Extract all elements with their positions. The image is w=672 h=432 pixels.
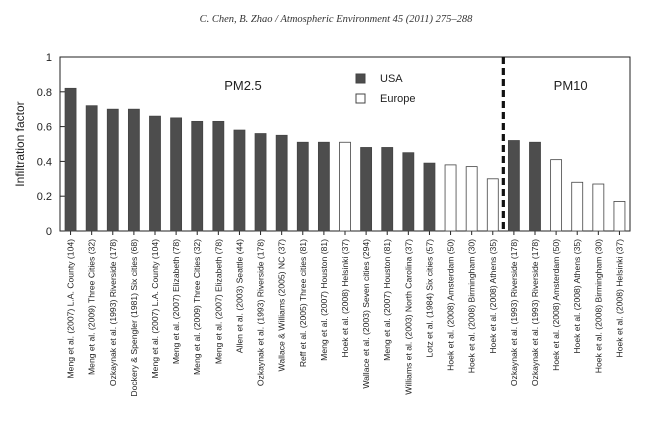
bar bbox=[423, 162, 436, 232]
journal-header: C. Chen, B. Zhao / Atmospheric Environme… bbox=[199, 14, 473, 25]
category-label: Meng et al. (2007) Houston (81) bbox=[319, 239, 329, 361]
y-tick-label: 0.8 bbox=[37, 87, 52, 99]
y-tick-label: 0 bbox=[46, 226, 52, 238]
category-label: Hoek et al. (2008) Helsinki (37) bbox=[614, 239, 624, 358]
bar bbox=[317, 141, 330, 232]
category-label: Williams et al. (2003) North Carolina (3… bbox=[403, 239, 413, 395]
bar bbox=[170, 117, 183, 232]
category-label: Meng et al. (2007) Houston (81) bbox=[382, 239, 392, 361]
y-tick-label: 0.2 bbox=[37, 191, 52, 203]
bar bbox=[465, 166, 478, 232]
category-label: Hoek et al. (2008) Amsterdam (50) bbox=[446, 239, 456, 371]
bar bbox=[64, 87, 77, 232]
category-label: Allen et al. (2003) Seattle (44) bbox=[234, 239, 244, 353]
bar bbox=[254, 133, 267, 232]
bar bbox=[233, 129, 246, 232]
bar bbox=[571, 181, 584, 232]
category-label: Wallace et al. (2003) Seven cities (294) bbox=[361, 239, 371, 389]
legend-swatch-europe bbox=[355, 93, 366, 104]
region-label-pm10: PM10 bbox=[554, 78, 588, 93]
bar bbox=[529, 141, 541, 232]
category-label: Hoek et al. (2008) Amsterdam (50) bbox=[551, 239, 561, 371]
bar bbox=[149, 115, 161, 232]
bar bbox=[106, 108, 119, 232]
bar bbox=[486, 178, 499, 232]
region-label-pm25: PM2.5 bbox=[224, 78, 262, 93]
category-label: Hoek et al. (2008) Birmingham (30) bbox=[467, 239, 477, 373]
y-axis-label: Infiltration factor bbox=[13, 101, 27, 186]
category-label: Ozkaynak et al. (1993) Riverside (178) bbox=[509, 239, 519, 386]
y-tick-label: 0.4 bbox=[37, 156, 52, 168]
bar bbox=[444, 164, 457, 232]
bar bbox=[360, 147, 373, 232]
bar bbox=[296, 141, 309, 232]
category-label: Ozkaynak et al. (1993) Riverside (178) bbox=[108, 239, 118, 386]
category-label: Lotz et al. (1984) Six cities (57) bbox=[424, 239, 434, 358]
category-label: Hoek et al. (2008) Birmingham (30) bbox=[593, 239, 603, 373]
category-label: Ozkaynak et al. (1993) Riverside (178) bbox=[530, 239, 540, 386]
legend-label-usa: USA bbox=[380, 73, 403, 85]
category-label: Ozkaynak et al. (1993) Riverside (178) bbox=[256, 239, 266, 386]
y-tick-label: 0.6 bbox=[37, 122, 52, 134]
category-label: Wallace & Williams (2005) NC (37) bbox=[277, 239, 287, 372]
category-label: Meng et al. (2007) L.A. County (104) bbox=[150, 239, 160, 379]
category-label: Reff et al. (2005) Three cities (81) bbox=[298, 239, 308, 367]
category-labels: Meng et al. (2007) L.A. County (104) Meng… bbox=[66, 239, 625, 397]
category-label: Meng et al. (2007) Elizabeth (78) bbox=[171, 239, 181, 364]
bar bbox=[402, 152, 415, 232]
bar bbox=[191, 120, 204, 232]
chart-frame: 0 0.2 0.4 0.6 0.8 1 bbox=[37, 52, 631, 238]
category-label: Dockery & Spengler (1981) Six cities (68… bbox=[129, 239, 139, 397]
legend-swatch-usa bbox=[355, 73, 366, 84]
category-label: Meng et al. (2009) Three Cities (32) bbox=[192, 239, 202, 375]
category-label: Hoek et al. (2008) Athens (35) bbox=[488, 239, 498, 354]
category-label: Hoek et al. (2008) Athens (35) bbox=[572, 239, 582, 354]
y-tick-label: 1 bbox=[46, 52, 52, 64]
bar bbox=[275, 134, 288, 232]
legend-label-europe: Europe bbox=[380, 93, 415, 105]
category-label: Meng et al. (2009) Three Cities (32) bbox=[87, 239, 97, 375]
bars bbox=[64, 87, 626, 232]
bar bbox=[339, 141, 351, 232]
bar bbox=[127, 108, 140, 232]
bar bbox=[613, 201, 626, 232]
category-label: Hoek et al. (2008) Helsinki (37) bbox=[340, 239, 350, 358]
bar bbox=[85, 105, 98, 232]
bar bbox=[507, 140, 520, 232]
category-label: Meng et al. (2007) Elizabeth (78) bbox=[213, 239, 223, 364]
bar bbox=[212, 120, 225, 232]
bar bbox=[592, 183, 605, 232]
bar bbox=[550, 159, 563, 232]
category-label: Meng et al. (2007) L.A. County (104) bbox=[66, 239, 76, 379]
bar bbox=[381, 147, 394, 232]
